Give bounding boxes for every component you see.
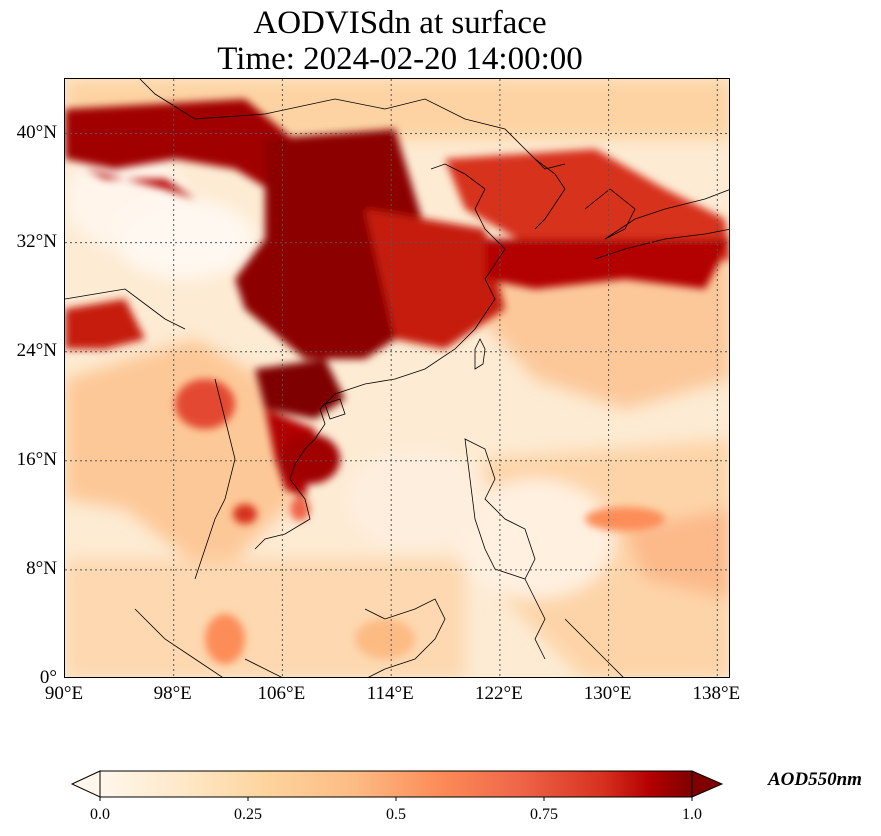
colorbar-label: AOD550nm <box>768 769 862 790</box>
colorbar-gradient <box>100 771 692 797</box>
lon-label-138e: 138°E <box>692 683 741 704</box>
colorbar <box>70 770 724 801</box>
colorbar-max-extend <box>691 770 724 798</box>
lat-label-40n: 40°N <box>16 122 57 143</box>
aod-map <box>64 78 730 678</box>
lon-label-122e: 122°E <box>475 683 523 704</box>
lon-label-114e: 114°E <box>366 683 414 704</box>
lon-label-106e: 106°E <box>257 683 306 704</box>
colorbar-min-extend <box>70 770 101 798</box>
lat-label-16n: 16°N <box>16 449 57 470</box>
gridlines <box>65 79 729 677</box>
lon-label-90e: 90°E <box>44 683 84 704</box>
lat-label-32n: 32°N <box>16 231 57 252</box>
coastlines <box>65 79 729 677</box>
colorbar-tick-0: 0.0 <box>90 806 110 823</box>
aod-field <box>65 79 729 677</box>
lat-label-8n: 8°N <box>26 558 57 579</box>
map-title: AODVISdn at surface <box>253 5 547 41</box>
colorbar-tick-075: 0.75 <box>530 806 558 823</box>
lon-label-130e: 130°E <box>583 683 632 704</box>
lon-label-98e: 98°E <box>153 683 192 704</box>
lat-label-0: 0° <box>39 667 57 688</box>
lat-label-24n: 24°N <box>16 340 57 361</box>
colorbar-tick-025: 0.25 <box>234 806 262 823</box>
colorbar-tick-05: 0.5 <box>386 806 406 823</box>
aod-high-regions <box>65 99 729 664</box>
map-timestamp: Time: 2024-02-20 14:00:00 <box>217 41 583 77</box>
colorbar-tick-1: 1.0 <box>682 806 702 823</box>
